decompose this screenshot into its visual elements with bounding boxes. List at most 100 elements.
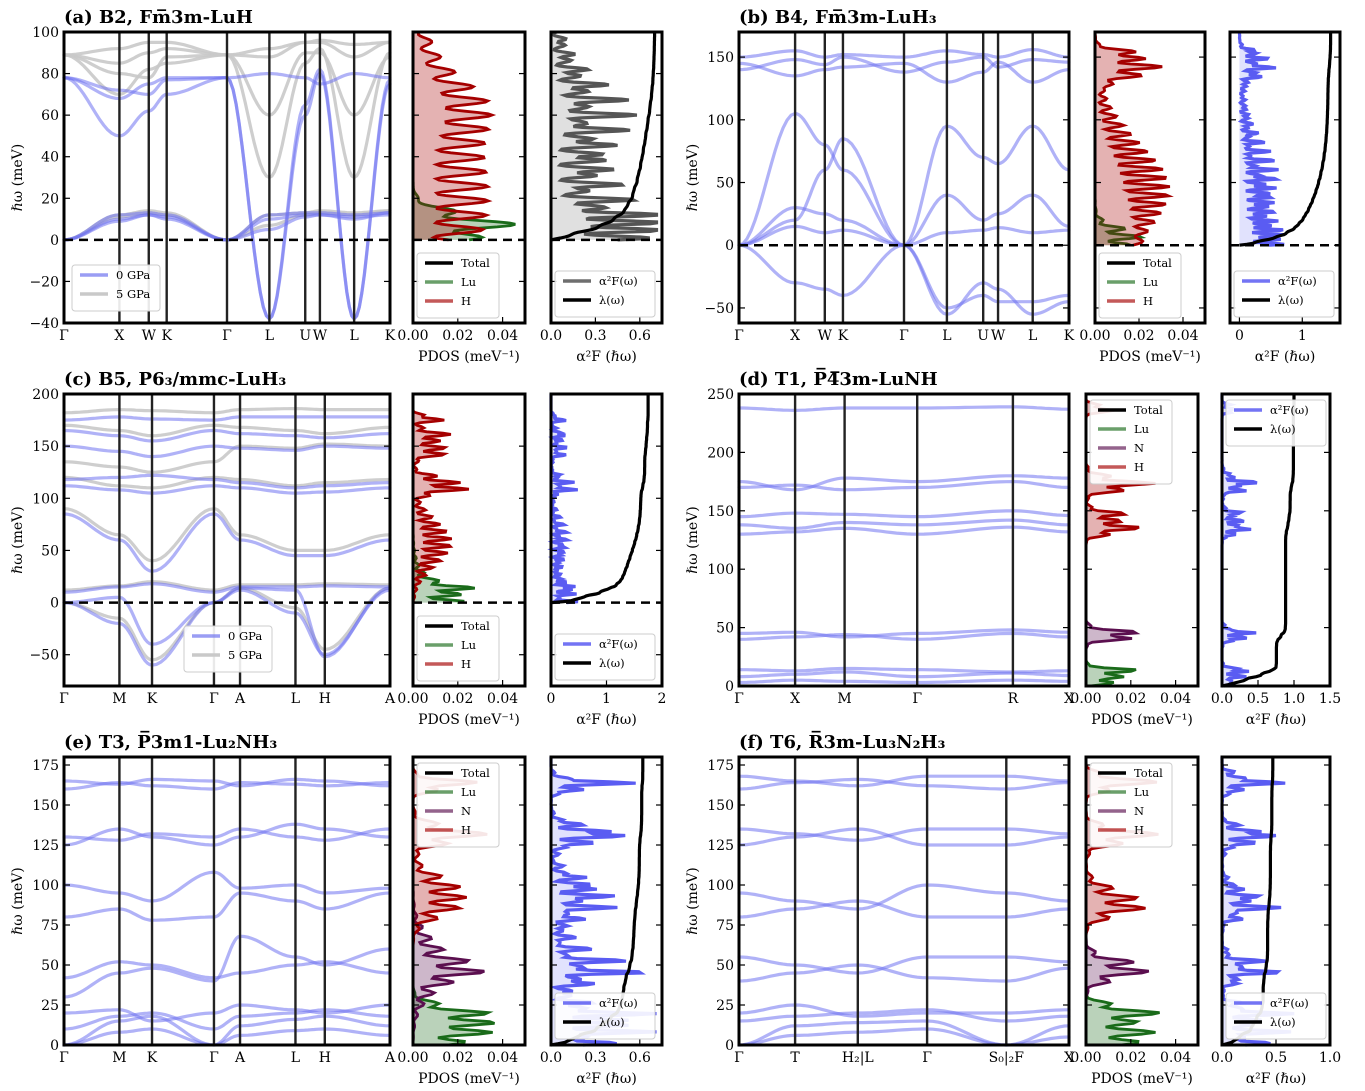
kpoint-label: A <box>384 691 396 707</box>
kpoint-label: H₂|L <box>842 1050 874 1066</box>
band-line <box>62 428 392 443</box>
y-axis-label: ℏω (meV) <box>685 506 701 573</box>
band-line <box>737 963 1071 983</box>
x-tick-label: 0.04 <box>1160 1050 1191 1066</box>
legend-label: H <box>461 294 471 308</box>
legend-label: λ(ω) <box>599 656 625 670</box>
band-line <box>737 631 1071 641</box>
kpoint-label: L <box>291 1050 300 1066</box>
pdos-legend <box>1089 762 1173 848</box>
a2f-line <box>551 30 659 242</box>
legend-label: 0 GPa <box>228 629 262 643</box>
kpoint-label: W <box>991 328 1006 344</box>
kpoint-label: U <box>977 328 989 344</box>
band-line <box>62 473 392 490</box>
y-tick-label: 175 <box>707 758 734 774</box>
x-tick-label: 0.0 <box>1211 691 1233 707</box>
panel-f: (f) T6, R̅3m-Lu₃N₂H₃ ℏω (meV) Γ T H₂|L Γ S₀|₂F… <box>685 731 1341 1087</box>
y-axis-label: ℏω (meV) <box>10 867 26 934</box>
band-line <box>737 827 1071 847</box>
legend-label: Total <box>1143 256 1172 270</box>
band-line <box>62 38 392 57</box>
kpoint-label: X <box>790 691 800 707</box>
band-line <box>62 444 392 459</box>
band-line <box>737 224 1071 247</box>
x-tick-label: 0.5 <box>1265 1050 1287 1066</box>
legend-label: Lu <box>461 638 476 652</box>
legend-label: Total <box>461 619 490 633</box>
y-tick-label: 0 <box>50 233 59 249</box>
legend-label: α²F(ω) <box>599 637 638 651</box>
kpoint-label: Γ <box>734 328 744 344</box>
kpoint-label: K <box>838 328 849 344</box>
x-axis-label: α²F (ℏω) <box>1246 1071 1307 1087</box>
band-line <box>737 899 1071 919</box>
x-axis-label: PDOS (meV⁻¹) <box>1099 349 1201 365</box>
band-line <box>62 40 392 65</box>
legend-label: 5 GPa <box>228 648 262 662</box>
x-tick-label: 1.0 <box>1283 691 1305 707</box>
panel-title: (d) T1, P̅4̅3m-LuNH <box>739 368 938 390</box>
pdos-frame <box>1084 392 1200 688</box>
band-line <box>62 442 392 474</box>
kpoint-label: U <box>299 328 311 344</box>
x-tick-label: 0.02 <box>1115 691 1146 707</box>
kpoint-label: Γ <box>59 691 69 707</box>
band-line <box>737 136 1071 247</box>
band-line <box>737 479 1071 492</box>
panel-d: (d) T1, P̅4̅3m-LuNH ℏω (meV) Γ X M Γ R X 0 50 100 1… <box>685 368 1341 728</box>
legend-label: Lu <box>461 275 476 289</box>
band-line <box>62 827 392 842</box>
legend-label: λ(ω) <box>599 1015 625 1029</box>
x-tick-label: 0.3 <box>584 328 606 344</box>
kpoint-label: M <box>837 691 851 707</box>
x-axis-label: PDOS (meV⁻¹) <box>1091 712 1193 728</box>
y-tick-label: 0 <box>50 1038 59 1054</box>
band-line <box>62 1003 392 1023</box>
legend-label: α²F(ω) <box>1270 403 1309 417</box>
legend-label: 5 GPa <box>116 287 150 301</box>
y-tick-label: 40 <box>41 150 59 166</box>
band-line <box>62 484 392 495</box>
y-tick-label: 25 <box>716 998 734 1014</box>
legend-label: N <box>1134 804 1144 818</box>
y-tick-label: 50 <box>716 958 734 974</box>
y-tick-label: 200 <box>707 445 734 461</box>
y-tick-label: 0 <box>725 679 734 695</box>
band-line <box>62 211 392 242</box>
x-tick-label: 0.02 <box>442 691 473 707</box>
y-tick-label: 175 <box>32 758 59 774</box>
x-axis-label: α²F (ℏω) <box>1246 712 1307 728</box>
kpoint-label: H <box>319 691 331 707</box>
x-tick-label: 0.02 <box>442 328 473 344</box>
legend-label: N <box>1134 441 1144 455</box>
pdos-frame <box>411 30 527 325</box>
y-tick-label: 50 <box>716 621 734 637</box>
x-tick-label: 0.0 <box>1211 1050 1233 1066</box>
lambda-line <box>1239 32 1333 247</box>
a2f-fill <box>551 32 657 240</box>
band-line <box>62 512 392 573</box>
kpoint-label: K <box>147 691 158 707</box>
y-tick-label: −20 <box>29 274 59 290</box>
band-line <box>737 1008 1071 1023</box>
pdos-lu-fill <box>1086 757 1160 1045</box>
x-tick-label: 0.02 <box>1123 328 1154 344</box>
legend-label: Total <box>461 256 490 270</box>
band-line <box>62 72 392 138</box>
y-tick-label: 20 <box>41 191 59 207</box>
legend-label: H <box>461 823 471 837</box>
eliashberg-frame <box>549 755 664 1047</box>
kpoint-label: Γ <box>912 691 922 707</box>
x-tick-label: 1 <box>1298 328 1307 344</box>
a2f-line <box>1237 32 1287 247</box>
y-tick-label: 100 <box>32 25 59 41</box>
band-line <box>737 474 1071 492</box>
lambda-line <box>550 32 657 242</box>
kpoint-label: L <box>291 691 300 707</box>
band-line <box>62 67 392 322</box>
band-line <box>737 1003 1071 1018</box>
dispersion-frame <box>62 392 392 688</box>
